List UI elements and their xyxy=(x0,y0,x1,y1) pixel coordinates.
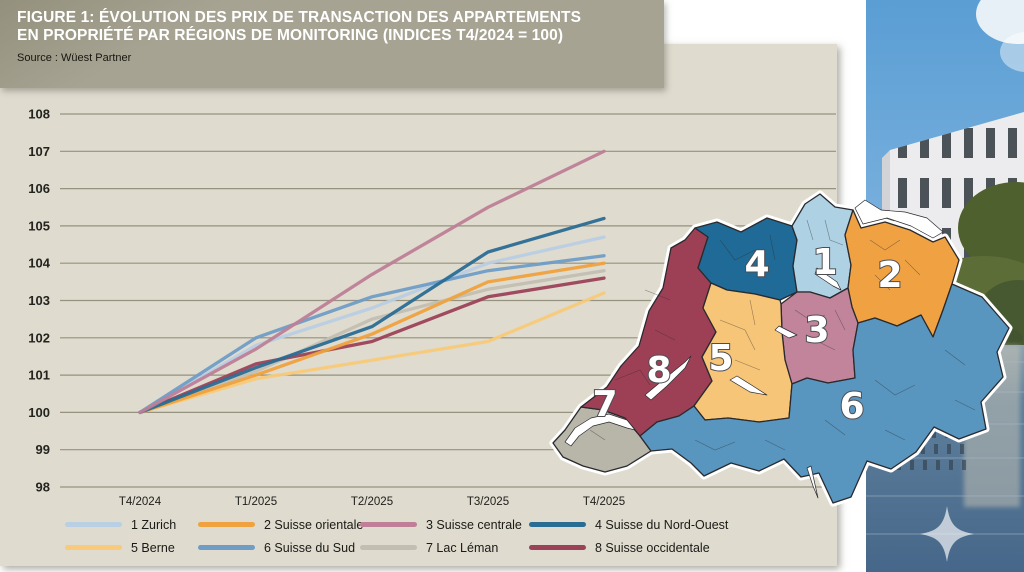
window-reflection xyxy=(921,444,925,454)
legend-swatch xyxy=(529,522,586,527)
window-reflection xyxy=(947,444,951,454)
chart-legend: 1 Zurich 2 Suisse orientale 3 Suisse centr… xyxy=(65,513,728,559)
legend-swatch xyxy=(529,545,586,550)
window-reflection xyxy=(936,460,940,470)
building-window xyxy=(964,178,973,208)
map-region-number-6: 6 xyxy=(839,386,864,427)
legend-swatch xyxy=(198,545,255,550)
lake-constance xyxy=(854,199,944,239)
legend-item: 7 Lac Léman xyxy=(360,541,529,555)
legend-item: 1 Zurich xyxy=(65,518,198,532)
window-reflection xyxy=(910,460,914,470)
map-region-number-3: 3 xyxy=(804,310,829,351)
legend-label: 6 Suisse du Sud xyxy=(264,540,356,555)
legend-label: 7 Lac Léman xyxy=(426,540,499,555)
window-reflection xyxy=(932,428,936,438)
window-reflection xyxy=(923,460,927,470)
lake-geneva xyxy=(564,413,636,447)
map-region-number-4: 4 xyxy=(744,244,769,285)
legend-swatch xyxy=(360,545,417,550)
legend-label: 1 Zurich xyxy=(131,517,177,532)
legend-swatch xyxy=(360,522,417,527)
figure-title: FIGURE 1: ÉVOLUTION DES PRIX DE TRANSACT… xyxy=(17,9,664,45)
window-reflection xyxy=(962,460,966,470)
legend-label: 8 Suisse occidentale xyxy=(595,540,710,555)
legend-label: 4 Suisse du Nord-Ouest xyxy=(595,517,729,532)
legend-item: 2 Suisse orientale xyxy=(198,517,364,532)
legend-item: 5 Berne xyxy=(65,541,198,555)
lake-thun-brienz xyxy=(729,375,768,396)
building-window xyxy=(898,178,907,208)
lake-zurich xyxy=(814,267,842,291)
legend-item: 8 Suisse occidentale xyxy=(529,541,719,555)
window-reflection xyxy=(934,444,938,454)
window-reflection xyxy=(949,460,953,470)
map-lakes xyxy=(564,267,842,499)
map-region-number-5: 5 xyxy=(708,338,733,379)
figure-header: FIGURE 1: ÉVOLUTION DES PRIX DE TRANSACT… xyxy=(0,0,664,88)
legend-swatch xyxy=(65,545,122,550)
legend-swatch xyxy=(198,522,255,527)
building-window xyxy=(964,128,973,158)
legend-label: 3 Suisse centrale xyxy=(426,517,522,532)
building-window xyxy=(1008,128,1017,158)
legend-label: 5 Berne xyxy=(131,540,175,555)
map-district-borders xyxy=(589,219,976,451)
map-region-6-suisse-du-sud xyxy=(639,283,1010,504)
sparkle-watermark-icon xyxy=(920,506,974,562)
building-window xyxy=(942,128,951,158)
legend-item: 3 Suisse centrale xyxy=(360,518,529,532)
legend-label: 2 Suisse orientale xyxy=(264,517,364,532)
figure-source: Source : Wüest Partner xyxy=(17,52,132,64)
building-window xyxy=(920,128,929,158)
window-reflection xyxy=(960,444,964,454)
legend-item: 4 Suisse du Nord-Ouest xyxy=(529,518,728,532)
lake-maggiore xyxy=(806,465,819,499)
photo-cloud xyxy=(976,0,1024,44)
building-window xyxy=(942,178,951,208)
building-window xyxy=(986,128,995,158)
photo-cloud xyxy=(1000,32,1024,72)
lake-neuchatel xyxy=(644,355,692,401)
map-region-number-7: 7 xyxy=(592,384,617,425)
legend-swatch xyxy=(65,522,122,527)
map-region-number-2: 2 xyxy=(877,255,902,296)
building-window xyxy=(920,178,929,208)
map-region-number-8: 8 xyxy=(646,350,671,391)
figure-title-line2: EN PROPRIÉTÉ PAR RÉGIONS DE MONITORING (… xyxy=(17,27,564,44)
map-region-number-1: 1 xyxy=(812,242,837,283)
figure-title-line1: FIGURE 1: ÉVOLUTION DES PRIX DE TRANSACT… xyxy=(17,9,582,26)
lake-lucerne xyxy=(774,325,798,339)
legend-item: 6 Suisse du Sud xyxy=(198,541,360,555)
